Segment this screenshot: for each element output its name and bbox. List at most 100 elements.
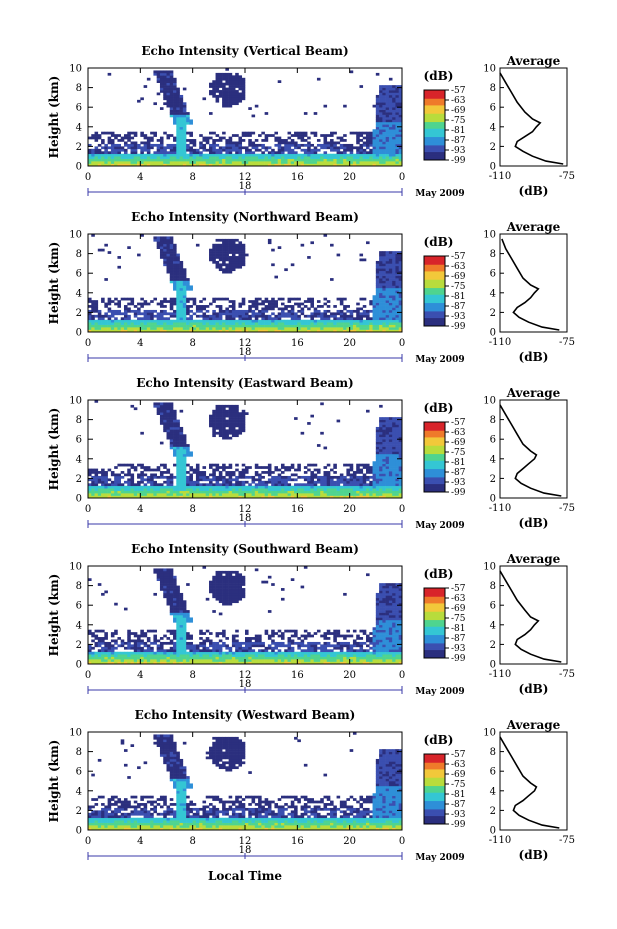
heatmap-cell <box>133 651 138 655</box>
heatmap-cell <box>375 119 380 123</box>
heatmap-cell <box>395 161 400 164</box>
x-tick-label: 16 <box>291 504 304 515</box>
heatmap-cell <box>169 87 174 91</box>
heatmap-cell <box>235 82 239 86</box>
heatmap-cell <box>379 143 383 147</box>
heatmap-cell <box>258 314 262 318</box>
heatmap-cell <box>133 490 138 494</box>
heatmap-cell <box>231 134 236 137</box>
heatmap-cell <box>127 637 131 640</box>
heatmap-cell <box>392 258 396 262</box>
heatmap-cell <box>166 163 171 167</box>
heatmap-cell <box>395 134 400 137</box>
heatmap-cell <box>97 495 102 499</box>
heatmap-cell <box>388 97 393 101</box>
heatmap-cell <box>264 139 269 142</box>
heatmap-cell <box>379 112 383 115</box>
heatmap-cell <box>395 131 400 135</box>
heatmap-cell <box>372 493 377 496</box>
heatmap-cell <box>225 466 229 469</box>
heatmap-cell <box>215 161 220 164</box>
heatmap-cell <box>379 265 383 269</box>
heatmap-cell <box>153 641 157 645</box>
heatmap-cell <box>379 426 383 430</box>
heatmap-cell <box>127 153 131 157</box>
heatmap-cell <box>186 114 190 118</box>
heatmap-cell <box>225 163 229 167</box>
heatmap-cell <box>166 260 171 264</box>
heatmap-cell <box>379 117 383 120</box>
heatmap-cell <box>169 107 174 110</box>
heatmap-cell <box>143 656 148 660</box>
heatmap-cell <box>251 495 256 499</box>
heatmap-cell <box>159 322 164 325</box>
heatmap-cell <box>333 483 337 487</box>
heatmap-cell <box>254 104 259 108</box>
heatmap-cell <box>398 260 403 264</box>
heatmap-cell <box>169 273 174 276</box>
heatmap-cell <box>169 143 174 147</box>
heatmap-cell <box>192 488 197 491</box>
heatmap-cell <box>169 251 174 254</box>
heatmap-cell <box>169 329 174 333</box>
heatmap-cell <box>294 134 298 137</box>
heatmap-cell <box>117 485 122 489</box>
heatmap-cell <box>140 322 144 325</box>
heatmap-cell <box>303 485 308 489</box>
heatmap-cell <box>238 475 243 479</box>
heatmap-cell <box>294 322 298 325</box>
heatmap-cell <box>169 493 174 496</box>
heatmap-cell <box>238 414 243 418</box>
heatmap-cell <box>179 449 184 452</box>
heatmap-cell <box>395 485 400 489</box>
colorbar-swatch <box>424 128 445 131</box>
heatmap-cell <box>225 309 229 313</box>
heatmap-cell <box>225 99 229 103</box>
heatmap-cell <box>117 312 122 316</box>
heatmap-cell <box>176 121 180 125</box>
heatmap-cell <box>375 312 380 316</box>
heatmap-cell <box>91 639 95 643</box>
heatmap-cell <box>303 156 308 159</box>
heatmap-cell <box>375 134 380 137</box>
heatmap-cell <box>156 322 161 325</box>
heatmap-cell <box>182 446 187 450</box>
heatmap-cell <box>222 466 226 469</box>
heatmap-cell <box>215 139 220 142</box>
heatmap-cell <box>166 99 171 103</box>
heatmap-cell <box>238 417 243 420</box>
heatmap-cell <box>356 146 360 150</box>
heatmap-cell <box>359 495 364 499</box>
heatmap-cell <box>163 409 167 413</box>
heatmap-cell <box>398 258 403 262</box>
heatmap-cell <box>182 273 187 276</box>
heatmap-cell <box>395 309 400 313</box>
heatmap-cell <box>395 317 400 321</box>
heatmap-cell <box>189 148 193 152</box>
heatmap-cell <box>235 312 239 316</box>
heatmap-cell <box>398 161 403 164</box>
heatmap-cell <box>88 468 92 472</box>
heatmap-cell <box>163 305 167 308</box>
heatmap-cell <box>199 153 203 157</box>
heatmap-cell <box>195 153 200 157</box>
heatmap-cell <box>189 134 193 137</box>
heatmap-cell <box>271 263 275 267</box>
heatmap-cell <box>395 146 400 150</box>
heatmap-cell <box>169 312 174 316</box>
heatmap-cell <box>379 305 383 308</box>
heatmap-cell <box>176 419 180 423</box>
heatmap-cell <box>395 475 400 479</box>
heatmap-cell <box>388 471 393 474</box>
heatmap-cell <box>202 490 207 494</box>
heatmap-cell <box>88 158 92 162</box>
heatmap-cell <box>392 449 396 452</box>
heatmap-cell <box>231 94 236 98</box>
heatmap-cell <box>169 109 174 113</box>
heatmap-cell <box>238 241 243 245</box>
heatmap-cell <box>392 251 396 254</box>
heatmap-cell <box>375 480 380 484</box>
heatmap-cell <box>114 322 118 325</box>
heatmap-cell <box>215 404 220 408</box>
heatmap-cell <box>163 324 167 328</box>
